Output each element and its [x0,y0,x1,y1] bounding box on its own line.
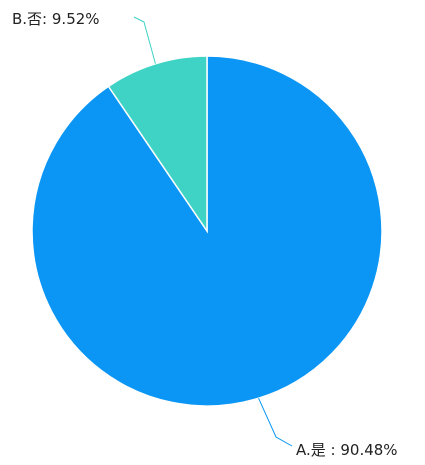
slice-label-a: A.是 : 90.48% [296,441,398,459]
pie-slice-b [107,55,208,234]
leader-line-a [258,398,293,447]
pie-slices [31,55,383,407]
leader-lines [133,16,293,447]
leader-line-b [133,16,156,64]
slice-label-b: B.否: 9.52% [12,10,100,28]
